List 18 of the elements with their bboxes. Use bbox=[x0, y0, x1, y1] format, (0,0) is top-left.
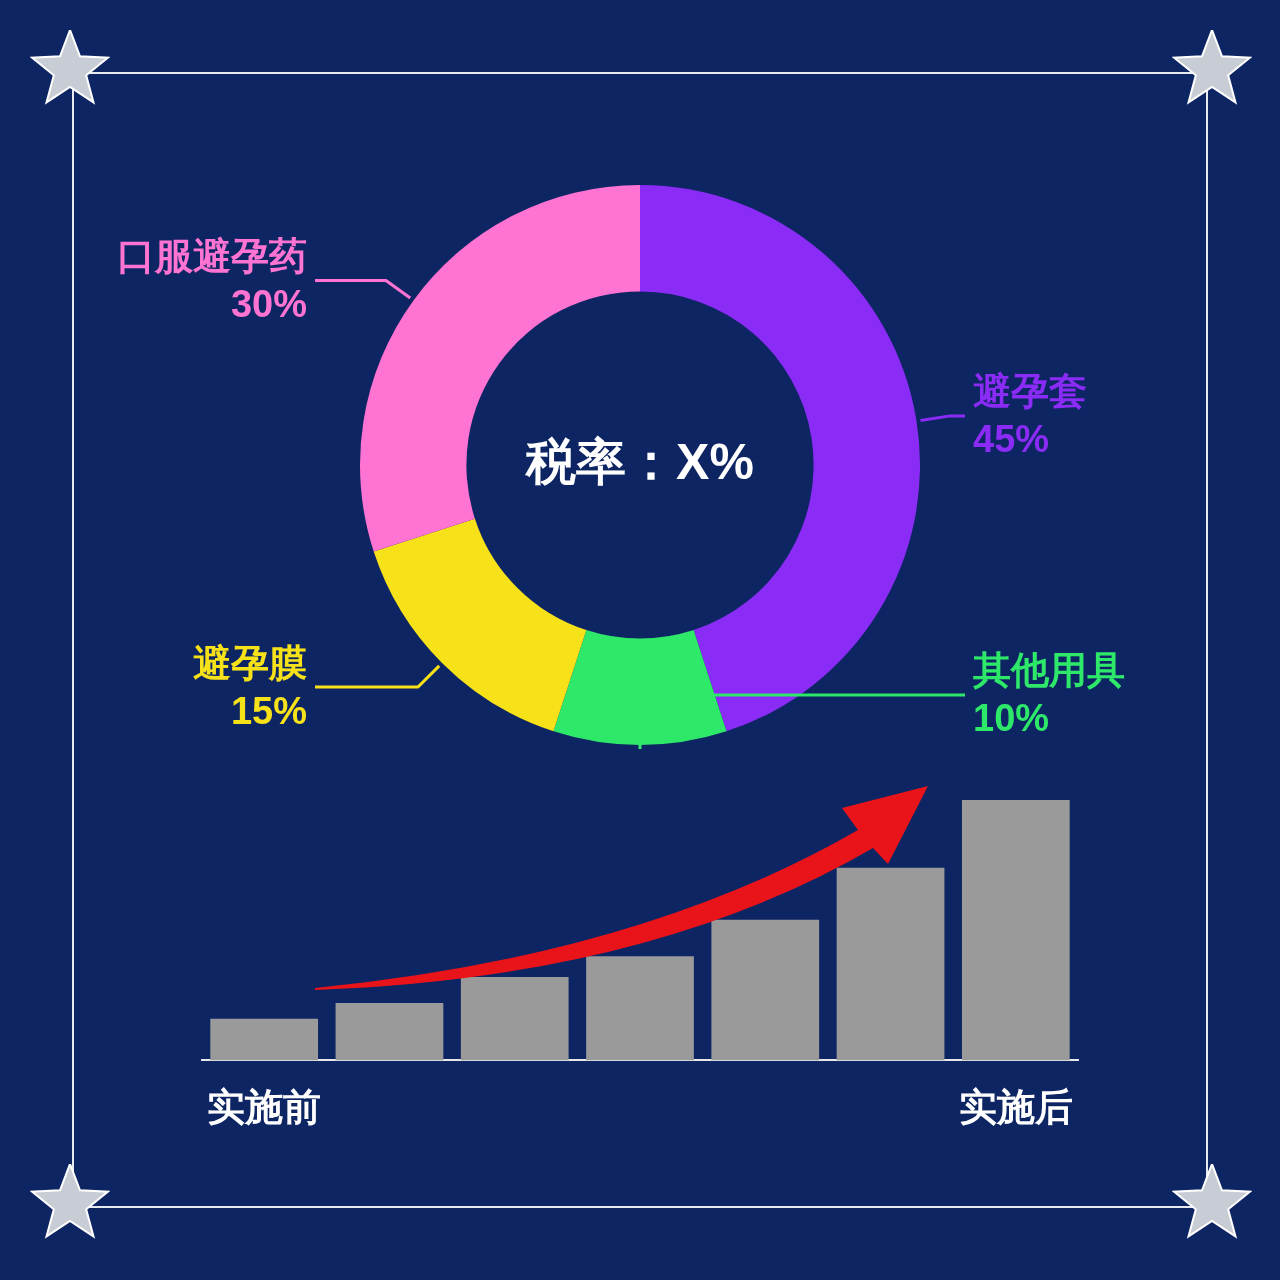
bar bbox=[961, 800, 1070, 1061]
bar bbox=[711, 919, 820, 1061]
bar bbox=[586, 956, 694, 1061]
slice-label: 其他用具 bbox=[972, 649, 1125, 692]
slice-label: 避孕套 bbox=[973, 370, 1087, 413]
data-label: 10% bbox=[973, 697, 1050, 740]
data-label: 15% bbox=[230, 689, 307, 732]
slice-label: 口服避孕药 bbox=[117, 234, 307, 277]
x-tick-label: 实施前 bbox=[207, 1085, 322, 1128]
slice-label: 避孕膜 bbox=[193, 641, 307, 684]
data-label: 30% bbox=[230, 282, 307, 325]
bar bbox=[836, 867, 945, 1061]
bar bbox=[460, 977, 569, 1061]
text: 税率：X% bbox=[524, 433, 754, 490]
data-label: 45% bbox=[973, 418, 1050, 461]
bar bbox=[335, 1003, 444, 1061]
x-tick-label: 实施后 bbox=[958, 1085, 1073, 1128]
bar bbox=[210, 1018, 319, 1061]
